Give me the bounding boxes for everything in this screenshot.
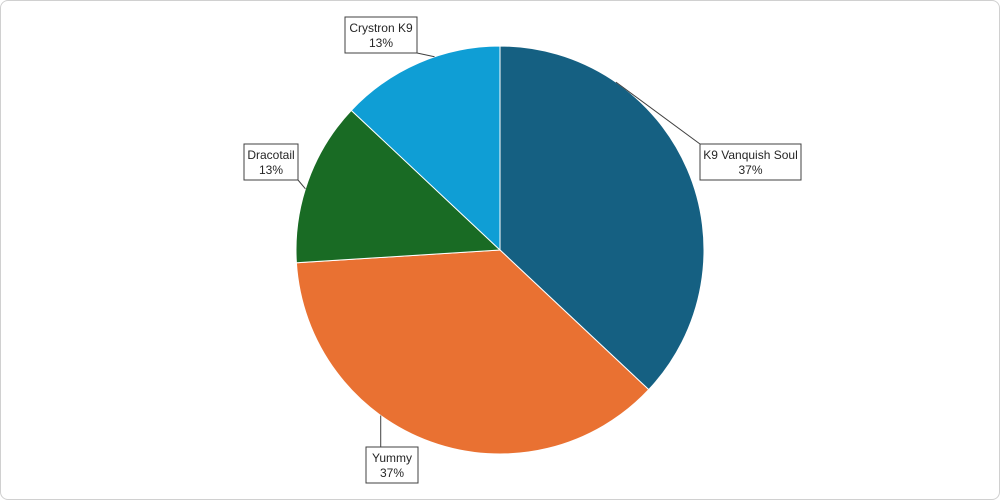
data-label-name: K9 Vanquish Soul [703, 148, 798, 162]
data-label-name: Dracotail [247, 148, 294, 162]
data-label-percent: 13% [369, 36, 393, 50]
callout-box [699, 143, 802, 181]
callout-box [365, 446, 419, 484]
callout-box [243, 143, 299, 181]
callout-box [344, 16, 418, 54]
leader-line [615, 81, 701, 145]
pie-slice-k9-vanquish-soul [499, 45, 705, 391]
leader-line [297, 179, 306, 190]
pie-slices [295, 45, 705, 455]
data-label-percent: 37% [738, 163, 762, 177]
pie-slice-yummy [295, 249, 650, 455]
pie-slice-crystron-k9 [350, 45, 501, 252]
pie-slice-dracotail [295, 109, 502, 264]
data-label-percent: 13% [259, 163, 283, 177]
data-label-name: Yummy [372, 451, 412, 465]
data-labels: K9 Vanquish Soul37%Yummy37%Dracotail13%C… [243, 16, 802, 484]
data-label-name: Crystron K9 [349, 21, 413, 35]
leader-line [416, 52, 435, 58]
data-label-percent: 37% [380, 466, 404, 480]
